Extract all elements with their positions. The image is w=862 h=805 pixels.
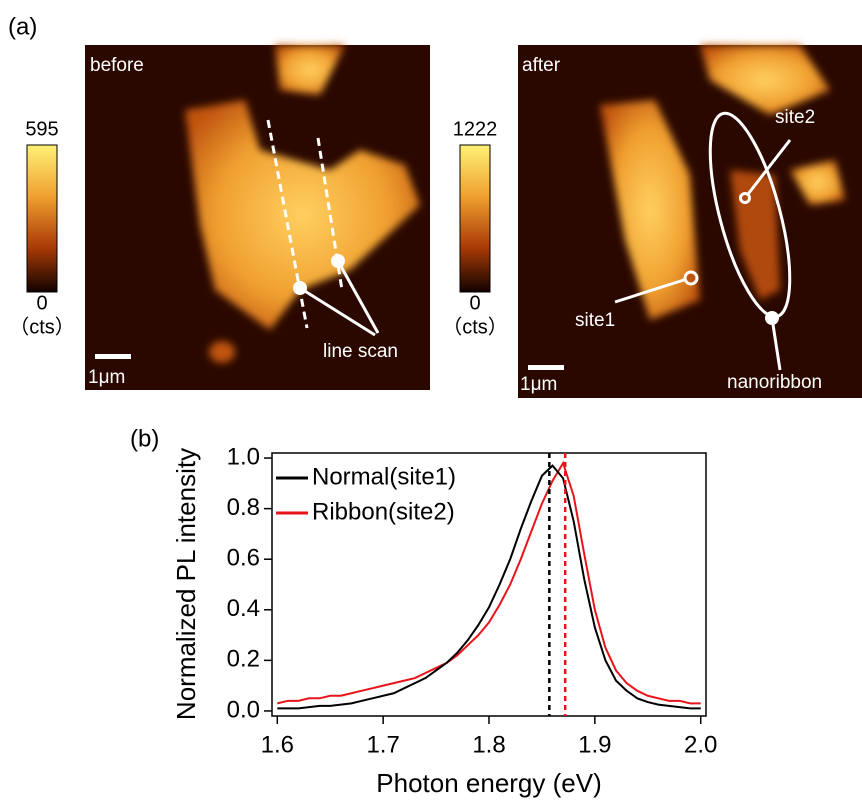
legend-label: Ribbon(site2) [312, 498, 455, 525]
x-tick-label: 1.6 [261, 731, 294, 758]
colorbar-min: 0 [469, 292, 480, 314]
panel-label: (b) [130, 425, 159, 452]
colorbar [26, 144, 58, 293]
y-axis-title: Normalized PL intensity [171, 448, 201, 720]
colorbar-unit: （cts） [442, 315, 508, 338]
x-axis-title: Photon energy (eV) [376, 768, 601, 798]
annotation: nanoribbon [727, 372, 822, 393]
panel-label: (a) [8, 13, 37, 40]
annotation: line scan [323, 341, 398, 362]
legend-label: Normal(site1) [312, 463, 456, 490]
x-tick-label: 2.0 [684, 731, 717, 758]
x-tick-label: 1.9 [578, 731, 611, 758]
colorbar-max: 595 [25, 118, 58, 140]
map-label: before [90, 55, 144, 76]
pl-map-after [518, 45, 862, 398]
y-tick-label: 0.0 [227, 696, 260, 723]
scale-bar-label: 1μm [520, 374, 557, 395]
y-tick-label: 1.0 [227, 443, 260, 470]
series-line [277, 464, 701, 710]
y-tick-label: 0.6 [227, 545, 260, 572]
colorbar-unit: （cts） [9, 315, 75, 338]
plot-frame [271, 452, 707, 717]
y-tick-label: 0.8 [227, 494, 260, 521]
scale-bar-label: 1μm [88, 367, 125, 388]
annotation: site1 [575, 310, 615, 331]
colorbar-min: 0 [36, 292, 47, 314]
series-line [277, 460, 701, 705]
pl-map-before [85, 45, 430, 390]
annotation: site2 [775, 107, 815, 128]
y-tick-label: 0.4 [227, 595, 260, 622]
x-tick-label: 1.8 [472, 731, 505, 758]
colorbar-max: 1222 [453, 118, 498, 140]
x-tick-label: 1.7 [366, 731, 399, 758]
y-tick-label: 0.2 [227, 646, 260, 673]
colorbar [459, 144, 491, 293]
map-label: after [522, 55, 561, 76]
